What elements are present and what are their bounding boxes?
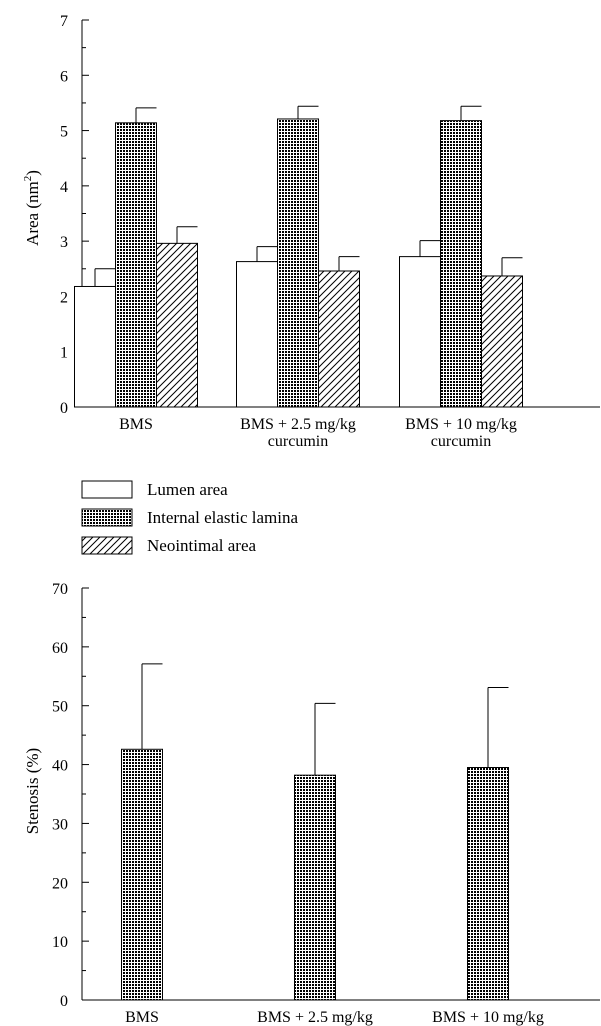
stenosis-y-tick-label: 20 xyxy=(52,875,68,892)
area-x-tick-label: curcumin xyxy=(431,433,491,450)
area-bar xyxy=(277,118,319,408)
area-bar xyxy=(399,256,441,408)
area-x-tick-label: curcumin xyxy=(268,433,328,450)
legend-swatch-diagonal xyxy=(81,536,133,555)
area-chart-bars xyxy=(74,105,523,408)
area-y-tick-label: 1 xyxy=(60,345,68,362)
legend-label-internal-elastic-lamina: Internal elastic lamina xyxy=(147,508,298,527)
legend-item-neointimal: Neointimal area xyxy=(81,536,256,555)
stenosis-chart-bars xyxy=(121,663,509,1001)
area-bar xyxy=(74,285,116,408)
stenosis-y-tick-label: 10 xyxy=(52,934,68,951)
legend-item-lumen: Lumen area xyxy=(81,480,228,499)
stenosis-x-tick-label: BMS xyxy=(125,1009,159,1026)
area-x-tick-label: BMS xyxy=(119,416,153,433)
area-y-tick-label: 3 xyxy=(60,234,68,251)
area-bar xyxy=(440,120,482,408)
area-y-tick-label: 5 xyxy=(60,124,68,141)
legend-swatch-open xyxy=(81,480,133,499)
stenosis-chart-y-ticks: 0 10 20 30 40 50 60 70 xyxy=(52,581,89,1010)
area-bar xyxy=(115,122,157,408)
stenosis-y-tick-label: 0 xyxy=(60,993,68,1010)
area-bar xyxy=(236,261,278,408)
stenosis-y-tick-label: 60 xyxy=(52,640,68,657)
area-x-tick-label: BMS + 10 mg/kg xyxy=(405,416,517,433)
area-x-tick-label: BMS + 2.5 mg/kg xyxy=(240,416,356,433)
stenosis-chart-y-axis-label: Stenosis (%) xyxy=(23,748,42,834)
stenosis-bar xyxy=(467,767,509,1001)
area-bar xyxy=(318,270,360,408)
stenosis-bar xyxy=(121,748,163,1001)
area-bar xyxy=(156,242,198,408)
stenosis-x-tick-label: BMS + 10 mg/kg xyxy=(432,1009,544,1026)
area-y-tick-label: 6 xyxy=(60,68,68,85)
legend-item-internal-elastic-lamina: Internal elastic lamina xyxy=(81,508,298,527)
stenosis-y-tick-label: 70 xyxy=(52,581,68,598)
legend-label-neointimal: Neointimal area xyxy=(147,536,256,555)
legend-swatch-crosshatch xyxy=(81,508,133,527)
legend-label-lumen: Lumen area xyxy=(147,480,228,499)
stenosis-y-tick-label: 40 xyxy=(52,758,68,775)
area-bar xyxy=(481,275,523,408)
stenosis-x-tick-label: BMS + 2.5 mg/kg xyxy=(257,1009,373,1026)
stenosis-y-tick-label: 30 xyxy=(52,816,68,833)
stenosis-y-tick-label: 50 xyxy=(52,699,68,716)
stenosis-bar xyxy=(294,774,336,1001)
area-y-tick-label: 4 xyxy=(60,179,68,196)
area-chart-y-axis-label: Area (nm2) xyxy=(22,170,42,246)
area-chart-legend: Lumen area Internal elastic lamina Neoin… xyxy=(81,480,298,555)
area-y-tick-label: 0 xyxy=(60,400,68,417)
area-y-tick-label: 2 xyxy=(60,289,68,306)
area-y-tick-label: 7 xyxy=(60,13,68,30)
